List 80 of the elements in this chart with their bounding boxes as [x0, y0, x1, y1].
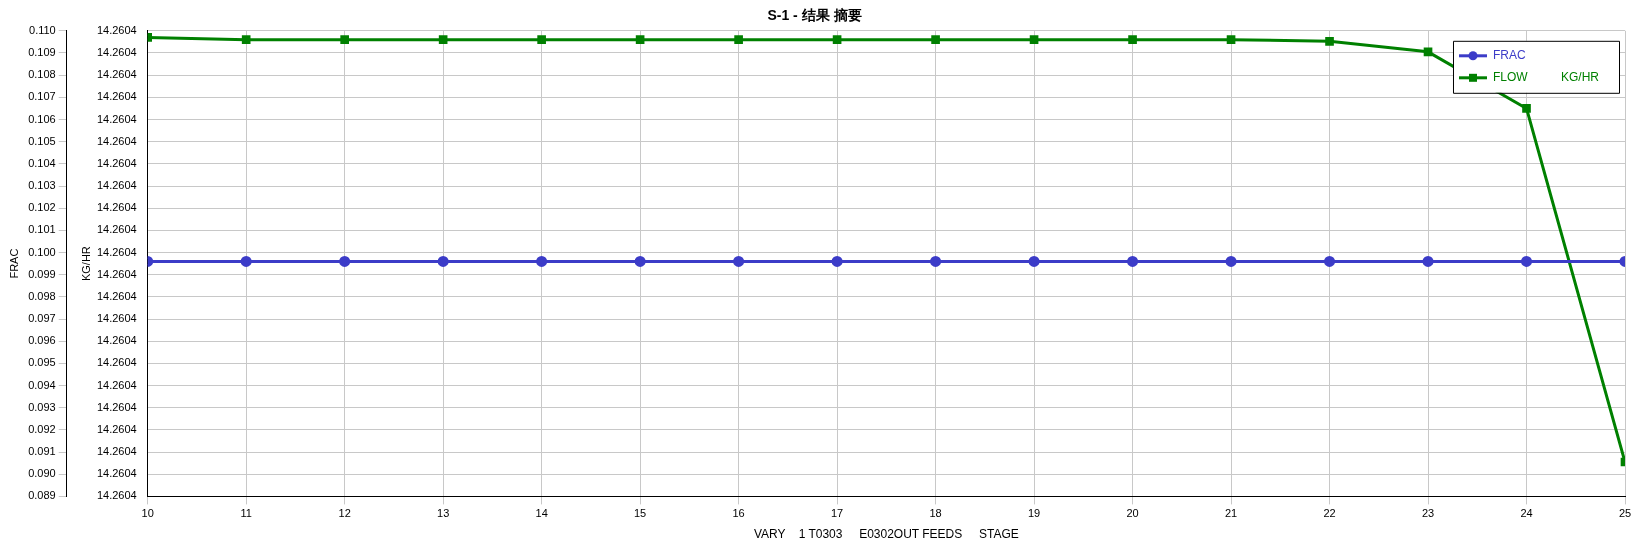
x-axis-title: VARY 1 T0303 E0302OUT FEEDS STAGE: [753, 527, 1019, 542]
y-tick-label: 0.106: [28, 112, 56, 125]
point: [635, 35, 645, 44]
x-tick-label: 20: [1126, 507, 1139, 520]
x-tick-label: 21: [1224, 507, 1238, 520]
y2-tick-label: 14.2604: [96, 422, 137, 435]
y-tick-label: 0.093: [28, 400, 56, 413]
point: [1226, 35, 1236, 44]
y-tick-label: 0.102: [28, 201, 56, 214]
y-tick-label: 0.109: [28, 46, 56, 58]
y-tick-label: 0.089: [28, 489, 56, 502]
y2-axis-title: KG/HR: [80, 246, 93, 282]
y-tick-label: 0.105: [28, 134, 56, 147]
y-tick-label: 0.107: [28, 90, 56, 103]
legend-label: FRAC: [1492, 48, 1526, 63]
x-tick-label: 10: [141, 507, 154, 520]
y2-tick-label: 14.2604: [96, 156, 137, 169]
point: [340, 35, 349, 44]
y2-tick-label: 14.2604: [96, 201, 137, 214]
x-tick-label: 22: [1323, 507, 1336, 520]
x-tick-label: 24: [1520, 507, 1533, 520]
y-tick-label: 0.108: [28, 68, 56, 81]
x-tick-label: 17: [830, 507, 844, 520]
y-tick-label: 0.099: [28, 267, 56, 280]
y2-tick-label: 14.2604: [96, 356, 137, 369]
point: [931, 35, 940, 44]
point: [832, 35, 842, 44]
x-tick-label: 16: [732, 507, 745, 520]
x-tick-label: 12: [338, 507, 351, 520]
y2-tick-label: 14.2604: [96, 68, 137, 81]
point: [1325, 37, 1334, 46]
y-tick-label: 0.101: [28, 223, 56, 236]
y2-tick-label: 14.2604: [96, 445, 137, 458]
y-tick-label: 0.103: [28, 179, 56, 192]
x-tick-label: 15: [634, 507, 647, 520]
y2-tick-label: 14.2604: [96, 245, 137, 258]
x-tick-label: 18: [929, 507, 942, 520]
y2-tick-label: 14.2604: [96, 46, 137, 58]
point: [1423, 47, 1433, 57]
y-tick-label: 0.110: [29, 23, 56, 36]
y2-tick-label: 14.2604: [96, 223, 137, 236]
point: [438, 35, 448, 44]
y-tick-label: 0.096: [28, 334, 56, 347]
legend-label: FLOW KG/HR: [1492, 70, 1600, 85]
y-tick-label: 0.090: [28, 467, 56, 480]
point: [1522, 104, 1531, 113]
y2-tick-label: 14.2604: [96, 179, 137, 192]
point: [1128, 35, 1137, 44]
y2-tick-label: 14.2604: [96, 23, 137, 36]
y2-tick-label: 14.2604: [96, 90, 137, 103]
y2-tick-label: 14.2604: [96, 489, 137, 502]
y2-tick-label: 14.2604: [96, 334, 137, 347]
y-tick-label: 0.092: [28, 422, 56, 435]
y2-tick-label: 14.2604: [96, 134, 137, 147]
point: [734, 35, 743, 44]
x-tick-label: 19: [1027, 507, 1041, 520]
x-tick-label: 13: [437, 507, 450, 520]
y2-tick-label: 14.2604: [96, 112, 137, 125]
y-tick-label: 0.097: [28, 312, 56, 325]
y2-tick-label: 14.2604: [96, 289, 137, 302]
x-tick-label: 11: [240, 507, 252, 520]
y-tick-label: 0.095: [28, 356, 56, 369]
y-tick-label: 0.100: [28, 245, 56, 258]
y-tick-label: 0.091: [28, 445, 56, 458]
chart-title: S-1 - 结果 摘要: [767, 7, 862, 24]
y-tick-label: 0.094: [28, 378, 56, 391]
y2-tick-label: 14.2604: [96, 378, 137, 391]
y-tick-label: 0.098: [28, 289, 56, 302]
point: [241, 35, 251, 44]
x-tick-label: 23: [1421, 507, 1435, 520]
y-tick-label: 0.104: [28, 156, 56, 169]
x-tick-label: 25: [1618, 507, 1632, 520]
y2-tick-label: 14.2604: [96, 467, 137, 480]
x-tick-label: 14: [535, 507, 548, 520]
point: [1029, 35, 1039, 44]
point: [537, 35, 546, 44]
y2-tick-label: 14.2604: [96, 400, 137, 413]
y2-tick-label: 14.2604: [96, 312, 137, 325]
y2-tick-label: 14.2604: [96, 267, 137, 280]
y-axis-title: FRAC: [7, 248, 20, 279]
